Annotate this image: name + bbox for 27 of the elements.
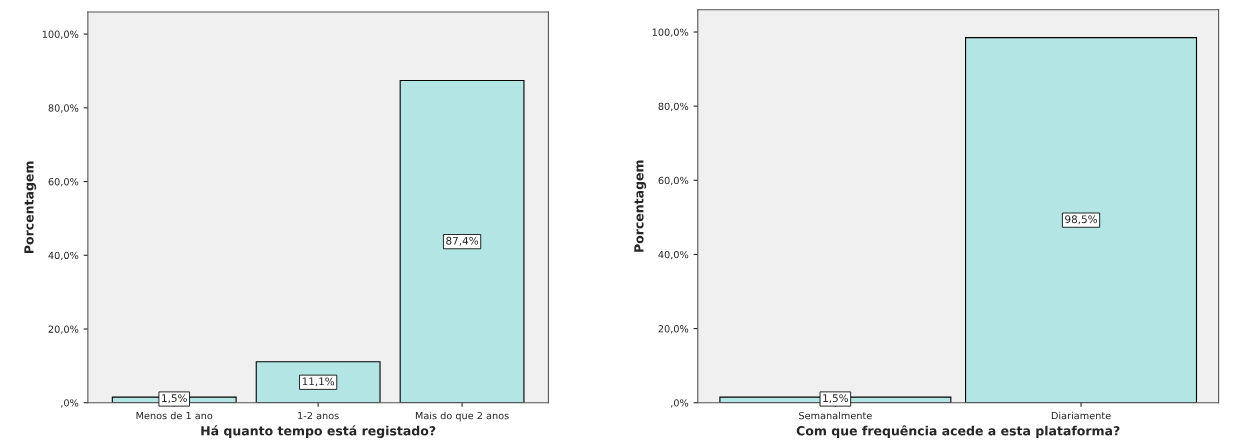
x-tick-label: Menos de 1 ano <box>136 411 213 420</box>
data-label: 11,1% <box>302 377 335 387</box>
y-axis-title: Porcentagem <box>24 161 37 253</box>
x-tick-label: Semanalmente <box>799 411 872 420</box>
data-label: 1,5% <box>823 394 849 404</box>
y-tick-label: 60,0% <box>48 178 79 187</box>
data-label: 1,5% <box>162 394 187 404</box>
y-tick-label: ,0% <box>61 399 79 408</box>
x-axis-title: Há quanto tempo está registado? <box>201 425 436 439</box>
y-tick-label: 80,0% <box>658 102 689 111</box>
x-tick-label: 1-2 anos <box>298 411 339 420</box>
y-tick-label: ,0% <box>670 399 689 408</box>
data-label: 87,4% <box>446 236 479 246</box>
y-tick-label: 40,0% <box>658 250 689 260</box>
x-axis-title: Com que frequência acede a esta plataforma? <box>796 425 1120 438</box>
x-tick-label: Diariamente <box>1051 411 1111 420</box>
y-tick-label: 20,0% <box>48 325 79 334</box>
data-label: 98,5% <box>1065 215 1097 225</box>
y-tick-label: 40,0% <box>48 251 79 261</box>
bar <box>399 79 525 403</box>
y-axis-title: Porcentagem <box>634 160 647 252</box>
y-tick-label: 80,0% <box>48 104 79 113</box>
y-tick-label: 100,0% <box>42 30 79 39</box>
y-tick-label: 20,0% <box>658 325 689 334</box>
y-tick-label: 60,0% <box>658 176 689 186</box>
x-tick-label: Mais do que 2 anos <box>415 411 509 422</box>
y-tick-label: 100,0% <box>652 28 689 37</box>
